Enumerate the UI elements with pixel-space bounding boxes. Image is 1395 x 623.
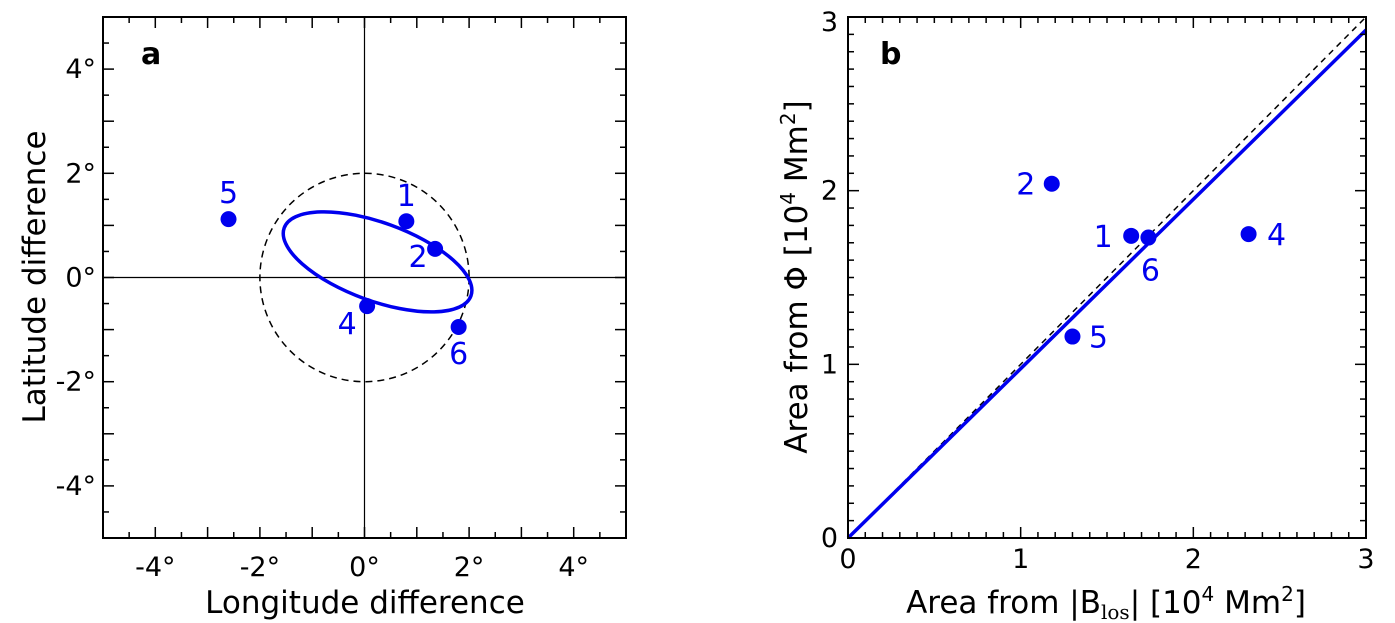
panel-a-label: a	[141, 37, 161, 72]
panel-b-point-1	[1123, 227, 1140, 244]
panel-b-x-title-sup: 4	[1202, 582, 1215, 606]
panel-b-point-label-4: 4	[1267, 218, 1286, 253]
panel-a-y-axis-title: Latitude difference	[17, 130, 53, 423]
panel-a-point-label-4: 4	[338, 307, 357, 342]
panel-b-x-title-end: ]	[1294, 585, 1306, 621]
panel-b-point-label-5: 5	[1089, 321, 1108, 356]
panel-a-x-tick-label: -4°	[135, 552, 175, 583]
panel-a-fit-ellipse	[281, 210, 474, 314]
panel-b-point-6	[1140, 229, 1157, 246]
panel-a-point-1	[398, 213, 415, 230]
panel-a-y-tick-label: -2°	[56, 367, 96, 398]
panel-b-fit-line	[846, 28, 1368, 540]
panel-b-point-label-1: 1	[1094, 220, 1113, 255]
panel-a-x-tick-label: 2°	[454, 552, 485, 583]
panel-b-point-4	[1240, 226, 1257, 243]
panel-b-x-tick-label: 3	[1357, 544, 1374, 575]
panel-b-y-tick-label: 0	[821, 523, 838, 554]
panel-b-y-title-mid: Mm	[779, 125, 815, 192]
panel-b-y-title-end: ]	[779, 100, 815, 112]
panel-a-point-2	[427, 240, 444, 257]
panel-a-y-tick-label: -4°	[56, 471, 96, 502]
panel-b-point-5	[1064, 328, 1081, 345]
panel-b-point-label-2: 2	[1016, 168, 1035, 203]
panel-a: -4° -2° 0° 2° 4° -4° -2° 0° 2° 4° 1 2 4 5 6 a Longitud…	[17, 16, 627, 621]
panel-a-point-label-1: 1	[397, 179, 416, 214]
panel-b-x-title-suffix: Mm	[1214, 585, 1281, 621]
panel-a-plot-area: -4° -2° 0° 2° 4° -4° -2° 0° 2° 4° 1 2 4 5 6	[56, 16, 627, 583]
panel-b-point-2	[1043, 175, 1060, 192]
panel-b-point-label-6: 6	[1141, 254, 1160, 289]
panel-b-y-tick-label: 1	[821, 349, 838, 380]
panel-a-point-label-6: 6	[449, 337, 468, 372]
panel-a-x-tick-label: 0°	[349, 552, 380, 583]
panel-b-x-title-mid: | [10	[1130, 585, 1202, 621]
panel-b-x-axis-title: Area from |Blos| [104 Mm2]	[906, 582, 1306, 623]
panel-a-x-axis-title: Longitude difference	[205, 585, 525, 621]
panel-a-y-tick-label: 4°	[65, 54, 96, 85]
panel-a-x-tick-label: -2°	[240, 552, 280, 583]
panel-a-y-tick-label: 0°	[65, 263, 96, 294]
panel-b-y-axis-title: Area from Φ [104 Mm2]	[776, 100, 815, 453]
panel-b-y-tick-label: 3	[821, 7, 838, 38]
panel-b-label: b	[880, 37, 901, 72]
panel-b-x-tick-label: 1	[1012, 544, 1029, 575]
panel-b-x-tick-label: 0	[839, 544, 856, 575]
panel-b-x-tick-label: 2	[1185, 544, 1202, 575]
panel-a-x-tick-label: 4°	[558, 552, 589, 583]
panel-b-x-title-prefix: Area from |B	[906, 585, 1101, 621]
panel-a-y-tick-label: 2°	[65, 158, 96, 189]
panel-a-point-4	[359, 298, 376, 315]
panel-a-point-label-2: 2	[409, 240, 428, 275]
panel-b-y-title-sup2: 2	[776, 112, 800, 125]
panel-a-point-label-5: 5	[219, 176, 238, 211]
panel-b-x-title-sup2: 2	[1281, 582, 1294, 606]
panel-b-plot-area: 0 1 2 3 0 1 2 3 1 2 4 56	[821, 7, 1375, 575]
panel-a-point-5	[220, 211, 237, 228]
panel-b-x-title-sub: los	[1101, 600, 1130, 623]
panel-a-point-6	[450, 318, 467, 335]
panel-b-y-title-prefix: Area from Φ [10	[779, 205, 815, 454]
panel-b-y-title-sup: 4	[776, 192, 800, 205]
panel-b-y-tick-label: 2	[821, 176, 838, 207]
